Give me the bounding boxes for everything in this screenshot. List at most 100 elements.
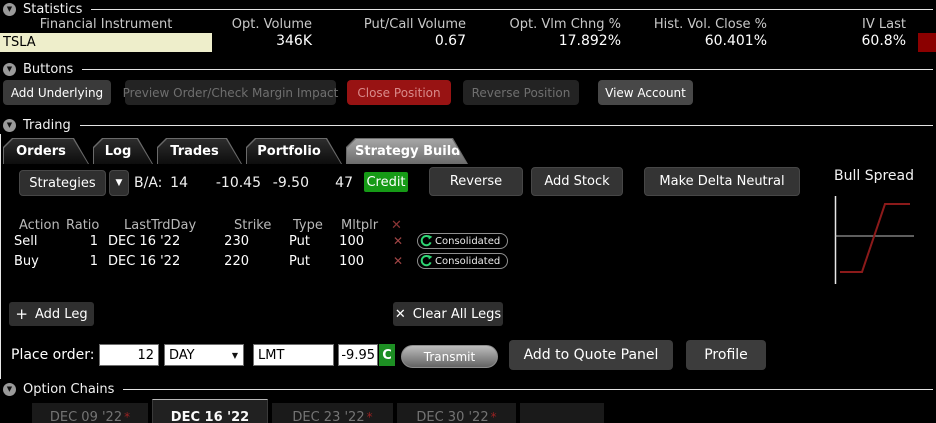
trading-section-header: ▼ Trading <box>3 118 933 133</box>
leg-row-buy: Buy 1 DEC 16 '22 220 Put 100 ✕ Consolida… <box>14 251 509 271</box>
reverse-position-button[interactable]: Reverse Position <box>463 80 579 105</box>
opt-volume-value: 346K <box>276 33 312 49</box>
leg-row-sell: Sell 1 DEC 16 '22 230 Put 100 ✕ Consolid… <box>14 231 509 251</box>
credit-price-badge[interactable]: C <box>379 344 395 366</box>
limit-price-input[interactable] <box>338 344 378 366</box>
hdr-type: Type <box>293 218 323 233</box>
quantity-input[interactable] <box>99 344 159 366</box>
remove-leg-icon[interactable]: ✕ <box>392 254 403 268</box>
credit-badge: Credit <box>364 172 408 192</box>
profile-button[interactable]: Profile <box>686 340 766 370</box>
leg-ratio: 1 <box>89 233 98 249</box>
consolidated-toggle[interactable]: Consolidated <box>417 253 509 269</box>
place-order-label: Place order: <box>11 347 95 363</box>
option-chains-title: Option Chains <box>23 382 115 397</box>
symbol-input[interactable] <box>0 33 212 52</box>
ba-label: B/A: <box>134 175 163 191</box>
consolidated-toggle[interactable]: Consolidated <box>417 233 509 249</box>
hdr-lasttrdday: LastTrdDay <box>124 218 197 233</box>
section-divider <box>82 69 933 70</box>
collapse-icon[interactable]: ▼ <box>3 119 16 132</box>
iv-last-color-box <box>918 33 936 52</box>
consolidated-label: Consolidated <box>435 255 501 267</box>
leg-type: Put <box>289 233 310 249</box>
tif-select[interactable]: DAY ▼ <box>164 344 244 366</box>
section-divider <box>91 9 933 10</box>
tab-dec-23-22[interactable]: DEC 23 '22 * <box>272 403 393 423</box>
remove-all-legs-icon[interactable]: ✕ <box>391 218 402 233</box>
hist-vol-close-value: 60.401% <box>704 33 767 49</box>
ask-size: 47 <box>335 175 353 191</box>
tab-dec-09-22[interactable]: DEC 09 '22 * <box>32 403 148 423</box>
hdr-strike: Strike <box>234 218 272 233</box>
strategies-button[interactable]: Strategies <box>19 170 106 196</box>
clear-all-legs-label: Clear All Legs <box>412 306 502 322</box>
preview-order-button[interactable]: Preview Order/Check Margin Impact <box>123 80 338 105</box>
col-hist-vol-close: Hist. Vol. Close % <box>653 17 767 32</box>
expiry-tabs: DEC 09 '22 * DEC 16 '22 DEC 23 '22 * DEC 3… <box>0 399 936 423</box>
hdr-ratio: Ratio <box>66 218 100 233</box>
buttons-section-header: ▼ Buttons <box>3 62 933 77</box>
add-to-quote-panel-button[interactable]: Add to Quote Panel <box>509 340 673 370</box>
section-divider <box>123 389 933 390</box>
option-chains-section-header: ▼ Option Chains <box>3 382 933 397</box>
reverse-button[interactable]: Reverse <box>429 167 523 196</box>
add-stock-button[interactable]: Add Stock <box>531 167 623 196</box>
close-position-button[interactable]: Close Position <box>347 80 451 105</box>
leg-ratio: 1 <box>89 253 98 269</box>
tab-orders[interactable]: Orders <box>3 138 89 164</box>
dirty-star-icon: * <box>490 410 497 423</box>
collapse-icon[interactable]: ▼ <box>3 63 16 76</box>
leg-mltplr: 100 <box>339 233 364 249</box>
tab-strategy-builder[interactable]: Strategy Builder <box>346 138 468 164</box>
bid-price: -10.45 <box>215 175 261 191</box>
opt-vlm-chng-value: 17.892% <box>558 33 621 49</box>
tab-dec-30-22[interactable]: DEC 30 '22 * <box>397 403 516 423</box>
strategies-dropdown-icon[interactable]: ▼ <box>109 170 129 196</box>
order-type-input[interactable] <box>253 344 334 366</box>
tab-portfolio[interactable]: Portfolio <box>246 138 342 164</box>
collapse-icon[interactable]: ▼ <box>3 3 16 16</box>
ask-price: -9.50 <box>272 175 309 191</box>
add-leg-button[interactable]: + Add Leg <box>9 302 94 326</box>
tab-expiry-next[interactable] <box>520 403 604 423</box>
leg-action: Buy <box>14 253 39 269</box>
tab-dec-16-22[interactable]: DEC 16 '22 <box>152 399 268 423</box>
view-account-button[interactable]: View Account <box>598 80 693 105</box>
col-opt-vlm-chng: Opt. Vlm Chng % <box>509 17 621 32</box>
consolidated-refresh-icon <box>420 235 433 247</box>
chevron-down-icon: ▼ <box>231 350 238 360</box>
tab-trades[interactable]: Trades <box>157 138 242 164</box>
buttons-title: Buttons <box>23 62 74 77</box>
plus-icon: + <box>15 305 28 323</box>
leg-strike: 230 <box>224 233 249 249</box>
bid-ask-strip: B/A: 14 -10.45 -9.50 47 <box>134 175 353 191</box>
dirty-star-icon: * <box>366 410 373 423</box>
clear-all-legs-button[interactable]: ✕ Clear All Legs <box>393 302 503 326</box>
tab-log[interactable]: Log <box>93 138 153 164</box>
leg-strike: 220 <box>224 253 249 269</box>
make-delta-neutral-button[interactable]: Make Delta Neutral <box>644 167 800 196</box>
trading-panel: Orders Log Trades Portfolio Strategy Bui… <box>0 134 936 379</box>
col-opt-volume: Opt. Volume <box>231 17 312 32</box>
bid-size: 14 <box>170 175 188 191</box>
iv-last-value: 60.8% <box>861 33 906 49</box>
leg-mltplr: 100 <box>339 253 364 269</box>
trading-tabs: Orders Log Trades Portfolio Strategy Bui… <box>3 138 472 164</box>
clear-icon: ✕ <box>394 306 406 322</box>
hdr-mltplr: Mltplr <box>341 218 379 233</box>
leg-lasttrdday: DEC 16 '22 <box>108 233 181 249</box>
leg-lasttrdday: DEC 16 '22 <box>108 253 181 269</box>
put-call-volume-value: 0.67 <box>434 33 466 49</box>
consolidated-label: Consolidated <box>435 235 501 247</box>
add-leg-label: Add Leg <box>35 306 88 322</box>
add-underlying-button[interactable]: Add Underlying <box>3 80 111 105</box>
section-divider <box>79 125 933 126</box>
leg-action: Sell <box>14 233 38 249</box>
remove-leg-icon[interactable]: ✕ <box>392 234 403 248</box>
statistics-title: Statistics <box>23 2 83 17</box>
col-iv-last: IV Last <box>862 17 906 32</box>
collapse-icon[interactable]: ▼ <box>3 383 16 396</box>
transmit-button[interactable]: Transmit <box>401 345 498 368</box>
